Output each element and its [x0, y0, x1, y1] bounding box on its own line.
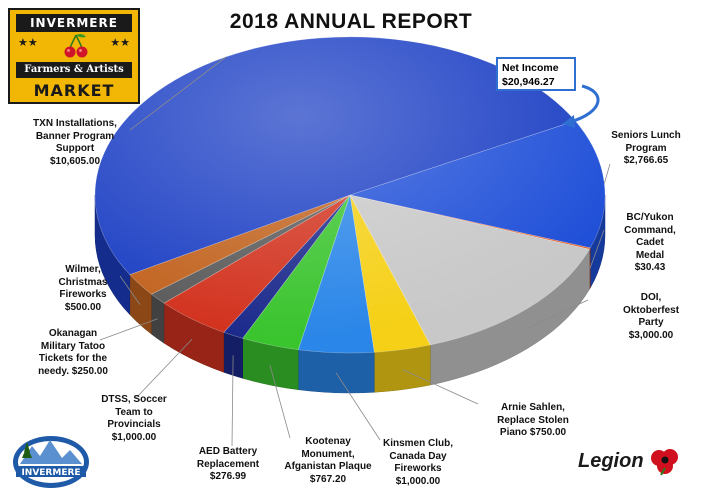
slice-label-line: Medal [635, 249, 665, 261]
slice-label-line: AED Battery [198, 446, 258, 457]
slice-label-line: Okanagan [48, 328, 98, 339]
net-income-arrowhead [562, 115, 575, 128]
invermere-town-logo: INVERMERE [13, 436, 89, 488]
leader-line-8 [99, 318, 158, 341]
leader-line-6 [231, 355, 234, 447]
slice-label-line: $10,605.00 [49, 155, 101, 167]
slice-label-line: Provincials [107, 419, 161, 430]
slice-label-line: $500.00 [64, 301, 102, 313]
slice-label-6: AED Battery Replacement $276.99 [180, 446, 276, 484]
slice-label-line: $767.20 [309, 473, 347, 485]
slice-label-line: Seniors Lunch [611, 130, 681, 141]
slice-label-7: DTSS, Soccer Team to Provincials $1,000.00 [88, 394, 180, 444]
farmers-market-logo: INVERMERE ★★ ★★ Farmers & Artists MARKET [8, 8, 140, 104]
town-logo-text: INVERMERE [21, 468, 80, 478]
slice-label-line: $2,766.65 [623, 155, 669, 166]
slice-label-line: Cadet [636, 237, 664, 248]
slice-label-line: Replacement [196, 458, 260, 470]
slice-label-line: Replace Stolen [497, 414, 569, 426]
logo-market: MARKET [33, 81, 115, 100]
slice-label-line: $1,000.00 [111, 431, 157, 443]
logo-stars: ★★ ★★ [18, 36, 130, 49]
slice-label-line: Kootenay [305, 436, 351, 447]
slice-label-line: Christmas [58, 276, 108, 288]
page-title: 2018 ANNUAL REPORT [229, 10, 473, 33]
slice-label-line: Monument, [301, 448, 355, 460]
slice-label-line: TXN Installations, [33, 118, 117, 129]
slice-label-0: Seniors Lunch Program $2,766.65 [606, 130, 686, 168]
leader-line-5 [269, 364, 291, 439]
slice-label-line: DOI, [640, 292, 662, 303]
slice-label-line: Party [638, 317, 664, 328]
slice-label-1: BC/Yukon Command, Cadet Medal $30.43 [614, 212, 686, 275]
leader-line-3 [402, 369, 479, 405]
logo-stars-right: ★★ [110, 37, 130, 49]
logo-stars-left: ★★ [18, 37, 38, 49]
slice-label-line: Program [625, 142, 667, 154]
slice-label-10: TXN Installations, Banner Program Support $… [20, 118, 130, 168]
slice-label-line: needy. $250.00 [38, 365, 108, 377]
slice-label-8: Okanagan Military Tatoo Tickets for the nee… [14, 328, 132, 378]
slice-label-line: Command, [624, 224, 676, 236]
slice-label-line: $30.43 [634, 262, 666, 273]
slice-label-9: Wilmer, Christmas Fireworks $500.00 [42, 264, 124, 314]
slice-label-line: Piano $750.00 [499, 427, 567, 438]
slice-label-5: Kootenay Monument, Afganistan Plaque $767.2… [278, 436, 378, 486]
leader-line-7 [135, 338, 193, 399]
legion-logo: Legion [578, 446, 688, 486]
pie-side-3 [374, 344, 431, 393]
slice-label-line: Wilmer, [65, 264, 101, 275]
slice-label-line: Banner Program [35, 130, 115, 142]
slice-label-line: Kinsmen Club, [382, 438, 453, 449]
net-income-label: Net Income [502, 62, 559, 74]
net-income-arrow [569, 84, 600, 124]
slice-label-3: Arnie Sahlen, Replace Stolen Piano $750.00 [478, 402, 588, 440]
pie-gloss [95, 37, 605, 353]
slice-label-line: Tickets for the [38, 353, 108, 364]
slice-label-line: BC/Yukon [626, 212, 674, 223]
slice-label-line: $3,000.00 [628, 329, 674, 341]
slice-label-line: Arnie Sahlen, [501, 402, 565, 413]
slice-label-line: Fireworks [59, 289, 107, 300]
slice-label-line: Oktoberfest [622, 304, 680, 316]
leader-line-1 [589, 229, 605, 269]
logo-town-name: INVERMERE [16, 14, 132, 32]
poppy-icon [651, 449, 678, 476]
slice-label-line: Canada Day [389, 450, 447, 462]
cherry-icon [64, 33, 88, 58]
leader-line-0 [603, 163, 611, 184]
slice-label-line: $276.99 [209, 471, 247, 482]
legion-logo-text: Legion [578, 450, 644, 472]
slice-label-line: Fireworks [394, 463, 442, 474]
logo-subtitle: Farmers & Artists [16, 62, 132, 78]
leader-line-10 [129, 56, 227, 131]
slice-label-line: Support [55, 143, 95, 154]
leader-line-2 [527, 299, 589, 329]
slice-label-4: Kinsmen Club, Canada Day Fireworks $1,000.0… [368, 438, 468, 488]
slice-label-line: $1,000.00 [395, 475, 441, 487]
slice-label-line: DTSS, Soccer [101, 394, 167, 405]
net-income-value: $20,946.27 [502, 76, 555, 88]
leader-line-4 [335, 372, 381, 441]
pie-side-4 [297, 349, 375, 394]
slice-label-line: Military Tatoo [40, 340, 106, 352]
slice-label-line: Team to [115, 406, 153, 418]
leader-line-9 [119, 275, 141, 305]
net-income-box: Net Income $20,946.27 [496, 57, 576, 91]
slice-label-line: Afganistan Plaque [284, 461, 372, 472]
slice-label-2: DOI, Oktoberfest Party $3,000.00 [612, 292, 690, 342]
